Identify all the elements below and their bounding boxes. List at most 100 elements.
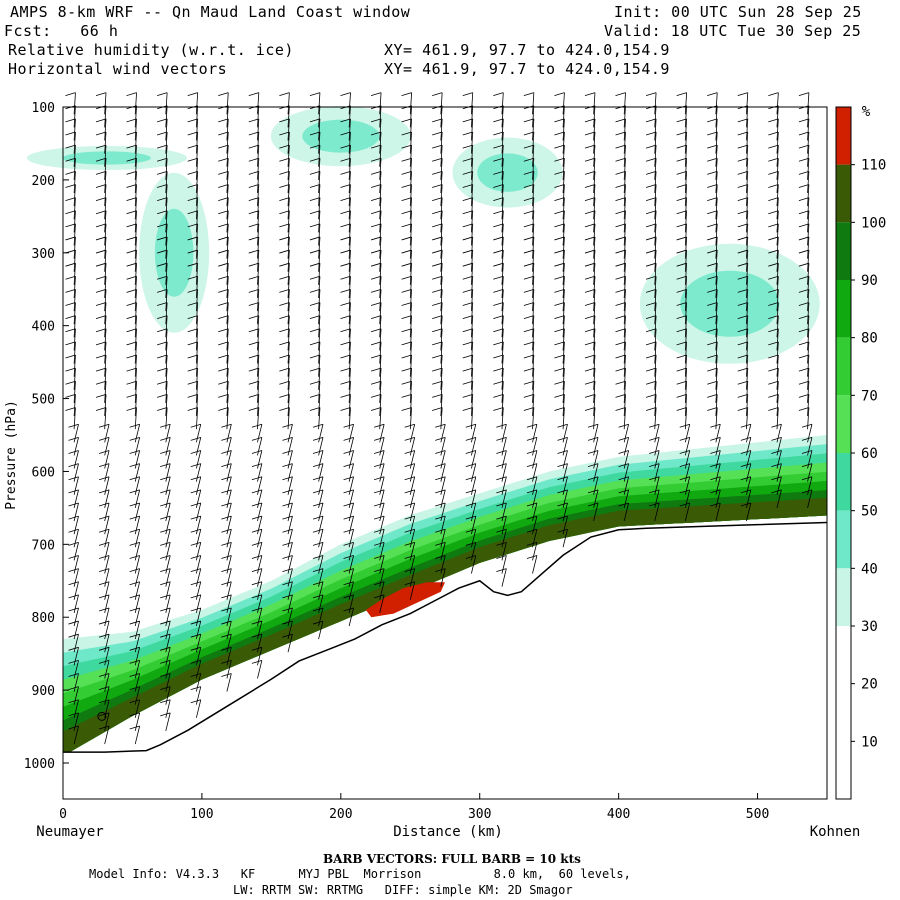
wind-barb-feather-1135 [435, 568, 446, 572]
wind-barb-668 [287, 131, 290, 154]
wind-barb-feather-271 [129, 581, 140, 586]
wind-barb-feather-137 [95, 341, 107, 346]
wind-barb-1368 [562, 184, 565, 207]
wind-barb-908 [379, 92, 382, 115]
wind-barb-1248 [501, 354, 504, 377]
wind-barb-1650 [684, 328, 688, 351]
wind-barb-78 [73, 607, 79, 627]
wind-barb-feather-695 [279, 302, 290, 306]
wind-barb-feather-1017 [401, 289, 412, 293]
wind-barb-feather-673 [279, 157, 290, 162]
wind-barb-feather-625 [251, 423, 263, 428]
wind-barb-feather-371 [160, 594, 171, 599]
wind-barb-feather-963 [374, 450, 385, 454]
wind-barb-148 [104, 424, 110, 443]
wind-barb-feather-1421 [557, 528, 568, 533]
wind-barb-168 [104, 555, 110, 574]
wind-barb-feather-411 [187, 223, 198, 228]
wind-barb-1728 [715, 424, 721, 443]
wind-barb-feather-935 [370, 262, 382, 267]
wind-barb-1016 [409, 289, 413, 312]
wind-barb-1290 [532, 145, 535, 167]
wind-barb-846 [348, 210, 351, 233]
wind-barb-feather-621 [248, 393, 259, 398]
wind-barb-feather-1729 [710, 423, 721, 428]
wind-barb-feather-1913 [798, 380, 810, 385]
wind-barb-1068 [440, 131, 443, 154]
wind-barb-612 [257, 341, 260, 364]
wind-barb-122 [104, 250, 107, 272]
wind-barb-feather-1591 [645, 354, 657, 359]
wind-barb-feather-1889 [798, 223, 810, 228]
wind-barb-662 [287, 92, 290, 115]
wind-barb-248 [134, 437, 141, 456]
wind-barb-234 [134, 341, 137, 364]
wind-barb-feather-1801 [740, 476, 751, 481]
wind-barb-1052 [409, 529, 416, 548]
wind-barb-feather-97 [68, 725, 79, 730]
wind-barb-feather-1069 [432, 131, 443, 136]
wind-barb-feather-1537 [618, 423, 629, 428]
wind-barb-feather-563 [221, 607, 232, 612]
wind-barb-feather-857 [340, 275, 351, 280]
wind-barb-950 [379, 368, 382, 390]
wind-barb-feather-1615 [676, 92, 687, 97]
wind-barb-feather-729 [282, 528, 293, 533]
wind-barb-feather-1721 [707, 367, 718, 372]
wind-barb-feather-1611 [649, 489, 660, 494]
rh-patch-core-2 [154, 208, 194, 297]
wind-barb-feather-1865 [771, 476, 782, 481]
wind-barb-1908 [807, 354, 810, 377]
wind-barb-10 [73, 158, 76, 180]
wind-barb-476 [195, 660, 202, 679]
wind-barb-1828 [776, 236, 779, 259]
wind-barb-1508 [623, 236, 626, 259]
wind-barb-feather-1335 [526, 437, 538, 441]
wind-barb-1546 [623, 489, 629, 508]
wind-barb-feather-775 [309, 275, 321, 280]
wind-barb-feather-891 [343, 502, 354, 507]
wind-barb-1190 [471, 450, 477, 469]
wind-barb-1008 [409, 236, 413, 259]
wind-barb-164 [104, 529, 110, 548]
wind-barb-feather-1915 [798, 393, 810, 398]
wind-barb-372 [165, 607, 171, 627]
wind-barb-feather-1561 [645, 157, 657, 162]
wind-barb-1796 [746, 450, 752, 469]
wind-barb-feather-1343 [526, 489, 538, 494]
wind-barb-1268 [501, 489, 507, 508]
wind-barb-feather-1293 [523, 157, 534, 162]
wind-barb-feather-1441 [584, 210, 596, 215]
wind-barb-feather-769 [309, 236, 321, 241]
forecast-hour: Fcst: 66 h [4, 22, 119, 40]
wind-barb-772 [318, 263, 321, 285]
wind-barb-feather-933 [370, 249, 382, 254]
wind-barb-74 [73, 581, 79, 600]
wind-barb-feather-1171 [462, 315, 473, 320]
wind-barb-feather-1279 [496, 555, 507, 559]
wind-barb-782 [318, 328, 321, 351]
colorbar-label-50: 50 [861, 504, 878, 520]
y-tick-label-500: 500 [32, 393, 55, 408]
wind-barb-feather-1827 [768, 223, 779, 228]
wind-barb-1406 [562, 437, 568, 456]
wind-barb-feather-809 [312, 502, 324, 507]
wind-barb-1076 [440, 184, 443, 207]
wind-barb-874 [348, 394, 351, 417]
wind-barb-feather-351 [160, 463, 171, 468]
wind-barb-feather-223 [126, 262, 137, 267]
wind-barb-feather-1301 [523, 210, 534, 215]
wind-barb-286 [134, 686, 141, 705]
wind-barb-1054 [409, 542, 416, 561]
wind-barb-feather-1733 [710, 450, 721, 454]
wind-barb-1926 [807, 476, 813, 495]
wind-barb-feather-35 [65, 315, 76, 320]
wind-barb-832 [348, 118, 351, 141]
wind-barb-feather-1577 [645, 262, 657, 267]
wind-barb-1424 [593, 105, 596, 128]
wind-barb-feather-1657 [676, 367, 687, 372]
wind-barb-feather-1243 [493, 315, 504, 320]
wind-barb-feather-1385 [554, 289, 565, 293]
wind-barb-feather-751 [309, 118, 321, 123]
wind-barb-feather-445 [190, 450, 201, 454]
